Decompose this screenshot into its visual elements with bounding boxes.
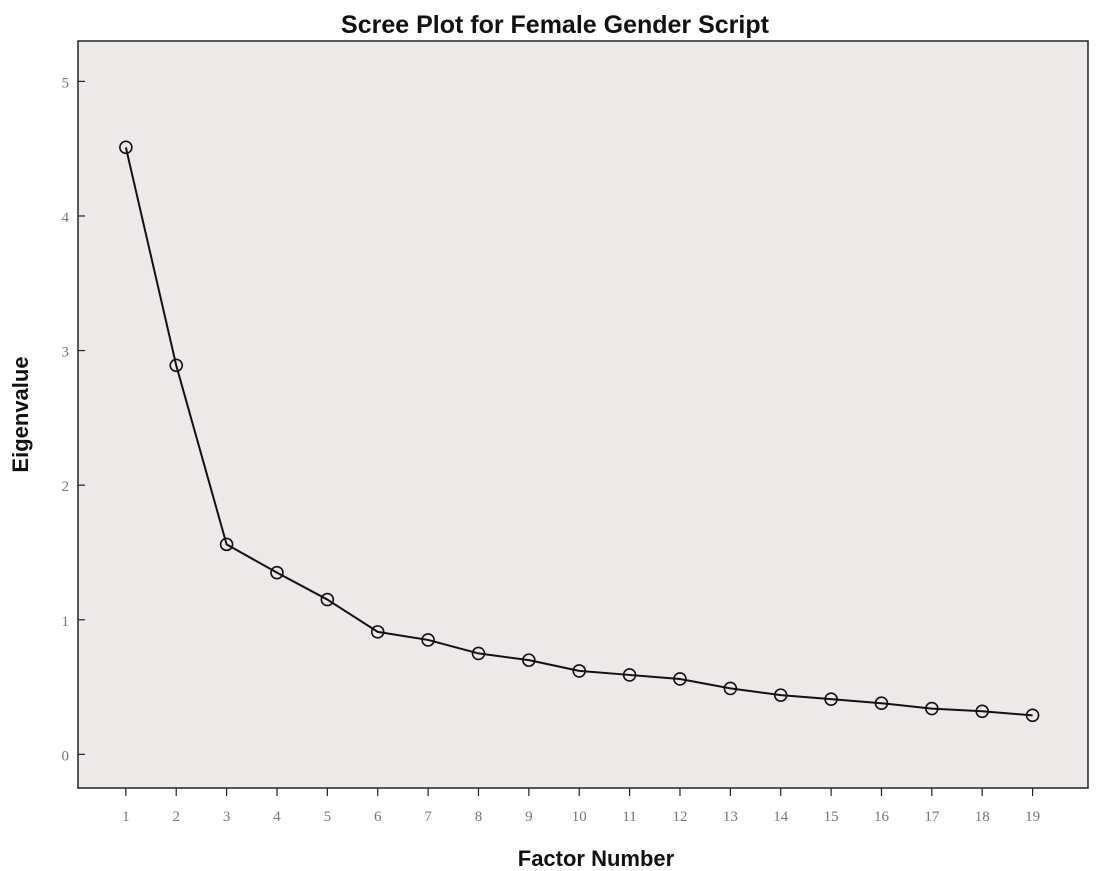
- data-point: [773, 688, 788, 702]
- data-point: [522, 653, 536, 667]
- x-tick-label: 5: [324, 809, 332, 825]
- x-tick-label: 19: [1025, 809, 1040, 825]
- x-tick-label: 11: [622, 809, 636, 825]
- y-axis: 0 1 2 3 4 5: [62, 75, 85, 764]
- data-point: [421, 633, 435, 647]
- x-tick-label: 18: [975, 809, 990, 825]
- data-point: [320, 592, 335, 607]
- y-tick-label: 1: [62, 614, 70, 630]
- x-tick-label: 2: [172, 809, 180, 825]
- x-tick-label: 8: [475, 809, 483, 825]
- data-point: [673, 672, 687, 686]
- x-tick-label: 10: [572, 809, 587, 825]
- data-point: [824, 692, 838, 706]
- data-point: [874, 696, 889, 711]
- data-point: [925, 701, 939, 716]
- chart-title: Scree Plot for Female Gender Script: [341, 11, 770, 39]
- y-axis-label: Eigenvalue: [8, 356, 33, 472]
- x-tick-label: 16: [874, 809, 890, 825]
- plot-area: [77, 40, 1089, 789]
- data-point: [119, 140, 133, 155]
- series-layer: [119, 140, 1040, 723]
- x-tick-label: 1: [122, 809, 130, 825]
- x-axis: 1 2 3 4 5 6 7 8 9 10 11 12 13 14 15 16 17 18 19: [122, 788, 1040, 825]
- x-tick-label: 12: [672, 809, 687, 825]
- x-tick-label: 13: [723, 809, 738, 825]
- x-tick-label: 14: [773, 809, 789, 825]
- x-tick-label: 4: [273, 809, 281, 825]
- data-point: [723, 681, 738, 696]
- y-tick-label: 2: [62, 479, 70, 495]
- x-tick-label: 3: [223, 809, 231, 825]
- data-point: [219, 537, 234, 552]
- data-point: [471, 646, 486, 661]
- x-tick-label: 17: [924, 809, 940, 825]
- y-tick-label: 3: [62, 345, 70, 361]
- y-tick-label: 0: [62, 748, 70, 764]
- x-tick-label: 7: [424, 809, 432, 825]
- data-point: [1025, 708, 1040, 723]
- x-tick-label: 6: [374, 809, 382, 825]
- y-tick-label: 4: [62, 210, 70, 226]
- data-point: [169, 358, 184, 373]
- x-axis-label: Factor Number: [518, 846, 675, 871]
- data-point: [270, 565, 284, 580]
- y-tick-label: 5: [62, 75, 70, 91]
- x-tick-label: 9: [525, 809, 533, 825]
- series-line: [124, 147, 1033, 717]
- data-point: [975, 704, 990, 719]
- data-point: [370, 625, 385, 639]
- data-point: [572, 664, 587, 678]
- x-tick-label: 15: [824, 809, 839, 825]
- data-point: [622, 668, 637, 682]
